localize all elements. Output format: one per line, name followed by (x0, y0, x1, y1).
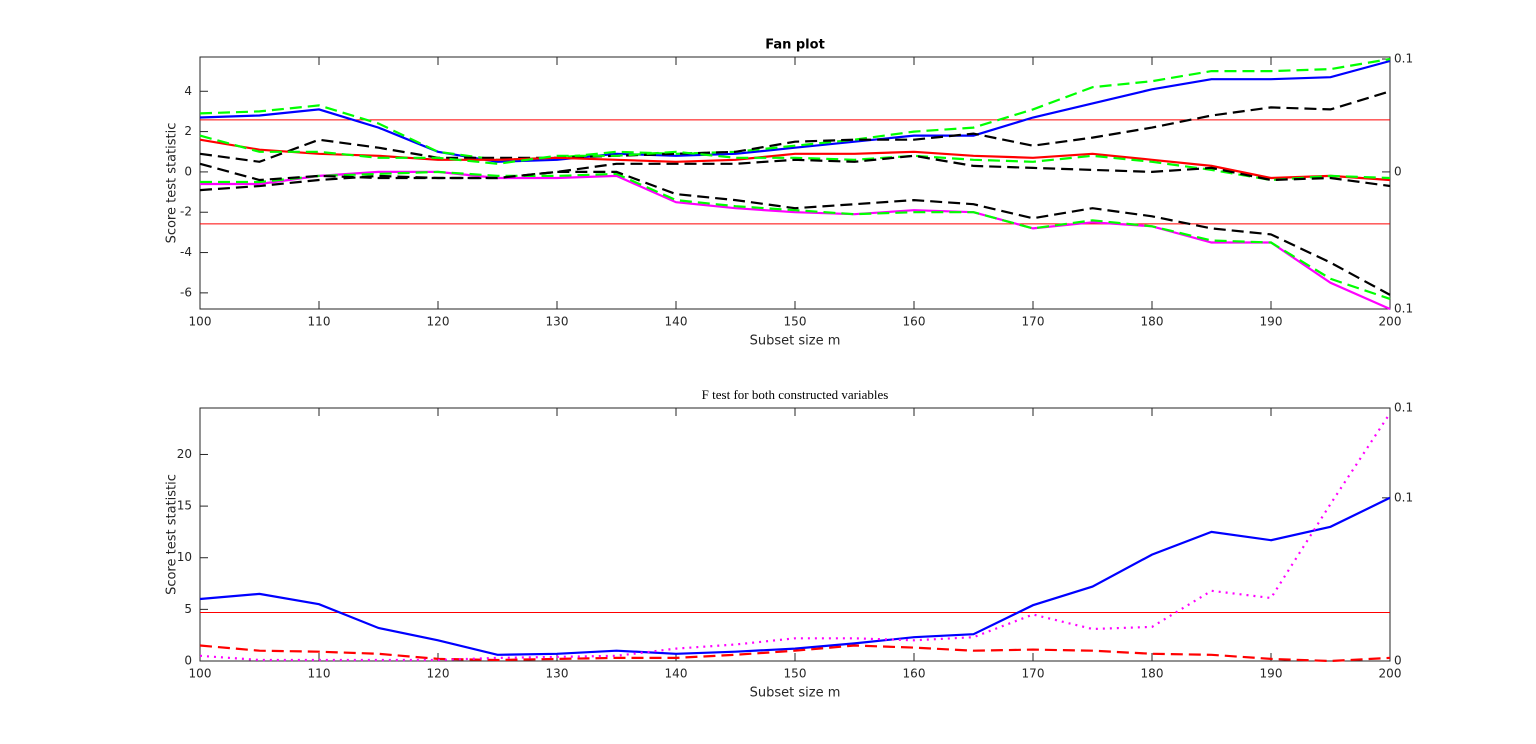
plot-area (199, 56, 1391, 310)
data-line (199, 154, 1391, 192)
y-tick-label: 0 (184, 654, 192, 668)
x-tick-label: 200 (1379, 315, 1402, 329)
x-tick-label: 150 (784, 315, 807, 329)
x-axis-label: Subset size m (750, 686, 841, 701)
data-line (199, 134, 1391, 182)
y2-tick-label: 0 (1394, 654, 1402, 668)
y2-tick-label: 0.1 (1394, 401, 1413, 415)
x-tick-label: 100 (189, 315, 212, 329)
x-tick-label: 120 (427, 667, 450, 681)
y-tick-label: 10 (177, 550, 192, 564)
y-tick-label: 15 (177, 499, 192, 513)
y-tick-label: 0 (184, 164, 192, 178)
y2-tick-label: 0 (1394, 164, 1402, 178)
y-tick-label: 2 (184, 124, 192, 138)
x-tick-label: 110 (308, 315, 331, 329)
x-tick-label: 100 (189, 667, 212, 681)
x-tick-label: 190 (1260, 667, 1283, 681)
x-tick-label: 180 (1141, 667, 1164, 681)
y2-tick-label: 0.1 (1394, 490, 1413, 504)
x-tick-label: 160 (903, 667, 926, 681)
data-line (199, 57, 1391, 161)
y-tick-label: -4 (180, 245, 192, 259)
x-axis-label: Subset size m (750, 334, 841, 349)
data-line (199, 496, 1391, 656)
x-tick-label: 200 (1379, 667, 1402, 681)
subplot: Fan plot Subset size m Score test statisti… (165, 38, 1414, 349)
x-tick-label: 190 (1260, 315, 1283, 329)
data-line (199, 59, 1391, 163)
x-tick-label: 170 (1022, 667, 1045, 681)
chart-title: Fan plot (765, 38, 825, 53)
y-tick-label: -2 (180, 205, 192, 219)
data-line (200, 170, 1391, 300)
y-axis-label: Score test statistic (165, 474, 180, 595)
data-line (199, 412, 1391, 662)
y-tick-label: -6 (180, 285, 192, 299)
y2-tick-label: 0.1 (1394, 302, 1413, 316)
y-tick-label: 4 (184, 84, 192, 98)
y-axis-label: Score test statistic (165, 123, 180, 244)
data-line (199, 90, 1391, 163)
chart-title: F test for both constructed variables (702, 387, 889, 402)
x-tick-label: 170 (1022, 315, 1045, 329)
subplot: F test for both constructed variables Sub… (165, 387, 1414, 701)
x-tick-label: 180 (1141, 315, 1164, 329)
y-tick-label: 5 (184, 602, 192, 616)
y-tick-label: 20 (177, 447, 192, 461)
x-tick-label: 140 (665, 667, 688, 681)
plot-area (199, 407, 1391, 662)
y2-tick-label: 0.1 (1394, 52, 1413, 66)
data-line (199, 162, 1391, 296)
x-tick-label: 120 (427, 315, 450, 329)
x-tick-label: 110 (308, 667, 331, 681)
x-tick-label: 130 (546, 315, 569, 329)
x-tick-label: 160 (903, 315, 926, 329)
x-tick-label: 140 (665, 315, 688, 329)
data-line (200, 170, 1391, 311)
data-line (199, 644, 1391, 663)
x-tick-label: 150 (784, 667, 807, 681)
x-tick-label: 130 (546, 667, 569, 681)
